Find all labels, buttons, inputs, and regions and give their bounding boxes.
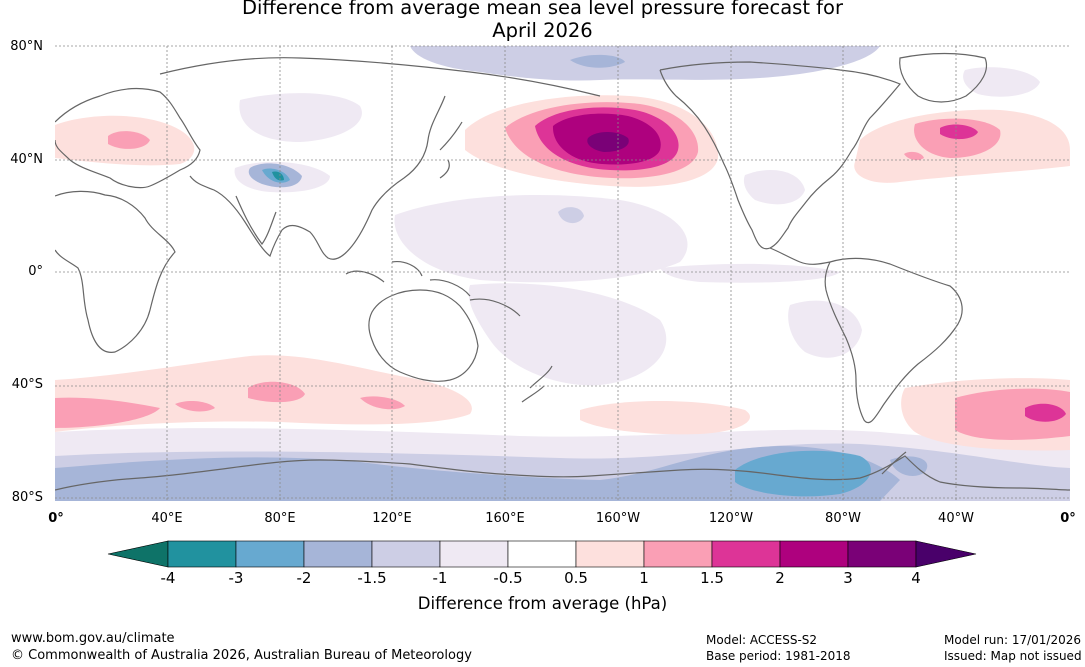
antarctic-peninsula (881, 451, 907, 475)
colorbar-tick-label: 0.5 (564, 569, 588, 587)
north-america-light-negative (743, 170, 805, 205)
asia-east-coast (189, 95, 446, 260)
africa-coast (55, 190, 176, 353)
colorbar-segment (847, 540, 917, 568)
lon-label-120w: 120°W (708, 511, 754, 526)
colorbar-arrow-high (915, 540, 977, 568)
greenland-light-negative (963, 67, 1040, 97)
colorbar-tick-label: 4 (911, 569, 921, 587)
model-run-date: Model run: 17/01/2026 (944, 633, 1082, 647)
copyright-notice: © Commonwealth of Australia 2026, Austra… (11, 648, 472, 663)
lat-label-40s: 40°S (11, 377, 43, 392)
colorbar-segment (167, 540, 237, 568)
india-coast (235, 195, 277, 246)
colorbar-segment (371, 540, 441, 568)
japan-coast (439, 121, 463, 179)
colorbar-segment (779, 540, 849, 568)
north-atlantic-core (940, 124, 978, 140)
pacific-small-negative (558, 207, 584, 224)
south-indian-high-4 (360, 396, 405, 410)
central-america-coast (769, 247, 831, 265)
south-atlantic-high (955, 388, 1070, 440)
lon-label-0-left: 0° (48, 511, 64, 526)
south-america-light-negative (788, 300, 862, 358)
colorbar-tick-label: -2 (296, 569, 312, 587)
antarctica-coast (55, 455, 1070, 491)
colorbar-label: Difference from average (hPa) (417, 594, 668, 613)
colorbar-segment (303, 540, 373, 568)
tibet-negative-center (272, 171, 284, 181)
north-america-coast (659, 61, 901, 250)
colorbar-tick-label: -1.5 (357, 569, 387, 587)
lon-label-40w: 40°W (938, 511, 974, 526)
colorbar-tick-label: -1 (432, 569, 448, 587)
colorbar-segment (643, 540, 713, 568)
south-america-coast (824, 257, 963, 424)
colorbar-segment (439, 540, 509, 568)
title-line-2: April 2026 (492, 19, 593, 42)
south-atlantic-high-core (1025, 403, 1066, 422)
arctic-negative-core (570, 54, 625, 68)
colorbar-tick-label: 3 (843, 569, 853, 587)
europe-coast (55, 87, 201, 189)
colorbar-tick-label: 2 (775, 569, 785, 587)
lat-label-80n: 80°N (10, 39, 43, 54)
pacific-sector-low (735, 450, 871, 497)
website-credit: www.bom.gov.au/climate (11, 631, 175, 646)
colorbar-segment (575, 540, 645, 568)
north-pacific-high-center (587, 132, 629, 152)
base-period: Base period: 1981-2018 (706, 649, 851, 663)
anomaly-field (55, 46, 1070, 501)
lat-label-0: 0° (28, 264, 43, 279)
issued-status: Issued: Map not issued (944, 649, 1082, 663)
lon-label-0-right: 0° (1060, 511, 1076, 526)
lon-label-80e: 80°E (264, 511, 296, 526)
colorbar-arrow-low (107, 540, 169, 568)
colorbar-tick-label: 1.5 (700, 569, 724, 587)
south-pacific-light-negative (468, 283, 667, 386)
lon-label-160w: 160°W (595, 511, 641, 526)
siberia-light-negative (239, 93, 362, 142)
colorbar-tick-label: -3 (228, 569, 244, 587)
colorbar-segment (711, 540, 781, 568)
lon-label-160e: 160°E (485, 511, 525, 526)
colorbar-tick-label: -4 (160, 569, 176, 587)
lon-label-40e: 40°E (151, 511, 183, 526)
arctic-negative (410, 46, 880, 81)
colorbar-segment (235, 540, 305, 568)
map-title: Difference from average mean sea level p… (0, 0, 1085, 42)
pacific-light-negative (394, 195, 688, 283)
north-atlantic-small-high (904, 151, 924, 161)
asia-north-coast (159, 57, 601, 97)
southern-ocean-blue-band (55, 446, 900, 501)
south-indian-high-2 (248, 381, 305, 403)
model-name: Model: ACCESS-S2 (706, 633, 818, 647)
colorbar-tick-label: -0.5 (493, 569, 523, 587)
south-indian-high-1 (55, 397, 160, 428)
lat-label-40n: 40°N (10, 152, 43, 167)
antarctic-blue-patch (890, 456, 928, 476)
south-pacific-pink-band (580, 401, 750, 435)
europe-positive-core (108, 131, 150, 149)
south-indian-high-3 (175, 401, 215, 412)
title-line-1: Difference from average mean sea level p… (242, 0, 843, 19)
lat-label-80s: 80°S (11, 490, 43, 505)
colorbar-tick-label: 1 (639, 569, 649, 587)
australia-coast (368, 289, 479, 382)
lon-label-80w: 80°W (825, 511, 861, 526)
graticule (55, 45, 1070, 501)
colorbar-segment (507, 540, 577, 568)
greenland-coast (899, 52, 987, 103)
lon-label-120e: 120°E (372, 511, 412, 526)
east-pacific-light-negative (660, 263, 840, 283)
